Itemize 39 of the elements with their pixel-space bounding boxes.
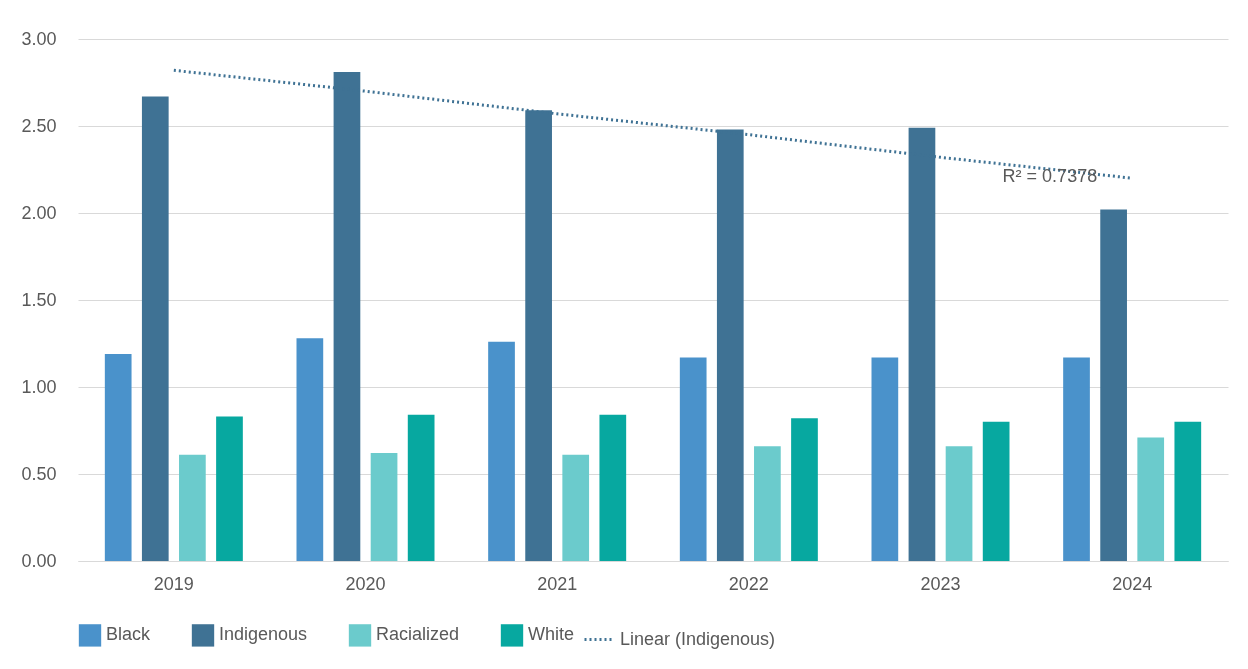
annotation: R² = 0.7378 [1002,166,1098,187]
y-tick-label: 0.00 [21,550,57,571]
bar [599,414,627,561]
bar [754,446,781,561]
bar [871,357,899,561]
bar [791,418,818,561]
legend-label: Black [106,624,152,645]
bar [141,96,169,561]
y-tick-label: 0.50 [21,463,57,484]
y-tick-label: 2.50 [21,115,57,136]
bar [562,454,590,561]
bar [982,421,1010,561]
y-tick-label: 2.00 [21,202,57,223]
y-tick-label: 1.50 [21,289,57,310]
x-tick-label: 2021 [537,573,578,594]
x-tick-label: 2023 [920,573,961,594]
legend-label: Linear (Indigenous) [620,628,776,649]
bar [679,357,707,561]
bar [1100,209,1127,561]
bar [488,341,515,561]
x-tick-label: 2024 [1112,573,1153,594]
x-tick-label: 2020 [345,573,386,594]
x-tick-label: 2022 [728,573,769,594]
bar [370,453,398,561]
legend-label: Indigenous [219,624,308,645]
bar [407,414,435,561]
bar [1174,421,1202,561]
bar [179,454,206,561]
x-tick-label: 2019 [153,573,194,594]
legend-label: White [528,624,575,645]
bar [1137,437,1165,561]
bar [104,353,132,561]
legend-label: Racialized [376,624,460,645]
bar [216,416,243,561]
y-tick-label: 1.00 [21,376,57,397]
bar [1063,357,1090,561]
bar [945,446,973,561]
y-tick-label: 3.00 [21,28,57,49]
bar [296,338,324,561]
